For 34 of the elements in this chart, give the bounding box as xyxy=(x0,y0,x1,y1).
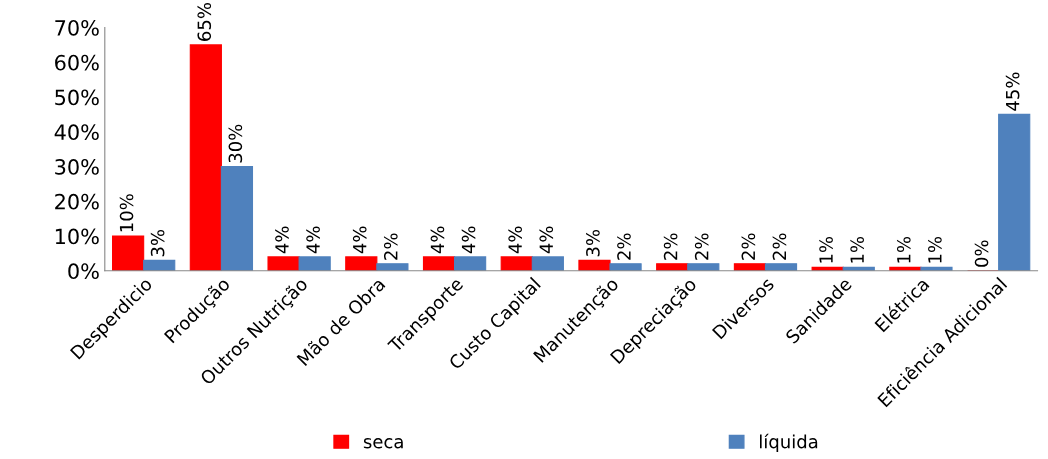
data-label: 4% xyxy=(352,226,367,254)
y-tick-label: 60% xyxy=(55,54,99,71)
y-tick-label: 10% xyxy=(55,228,99,245)
legend-label: seca xyxy=(363,438,403,449)
data-label: 2% xyxy=(772,233,787,260)
data-label: 4% xyxy=(430,226,445,254)
data-label: 2% xyxy=(617,233,631,260)
legend-label: líquida xyxy=(760,433,818,452)
data-label: 45% xyxy=(1005,72,1020,111)
data-label: 4% xyxy=(275,226,289,254)
data-label: 0% xyxy=(974,240,989,267)
data-label: 4% xyxy=(306,226,320,254)
y-tick-label: 20% xyxy=(55,193,99,210)
data-label: 3% xyxy=(150,229,165,257)
data-label: 4% xyxy=(539,226,554,254)
y-tick-label: 30% xyxy=(55,159,99,175)
data-label: 65% xyxy=(197,3,212,41)
data-label: 1% xyxy=(928,236,942,263)
y-tick-label: 40% xyxy=(54,124,99,141)
data-label: 10% xyxy=(119,194,134,232)
y-tick-label: 0% xyxy=(68,263,99,280)
data-label: 1% xyxy=(819,236,833,263)
y-tick-label: 70% xyxy=(55,19,99,36)
data-label: 2% xyxy=(663,233,678,260)
data-label: 4% xyxy=(461,226,476,254)
data-label: 2% xyxy=(694,233,709,260)
y-tick-label: 50% xyxy=(55,89,99,106)
data-label: 30% xyxy=(228,124,243,163)
data-label: 3% xyxy=(586,229,600,257)
data-label: 4% xyxy=(508,226,522,254)
data-label: 1% xyxy=(896,236,911,263)
data-label: 2% xyxy=(383,233,398,260)
data-label: 1% xyxy=(850,236,864,263)
data-label: 2% xyxy=(741,233,756,260)
